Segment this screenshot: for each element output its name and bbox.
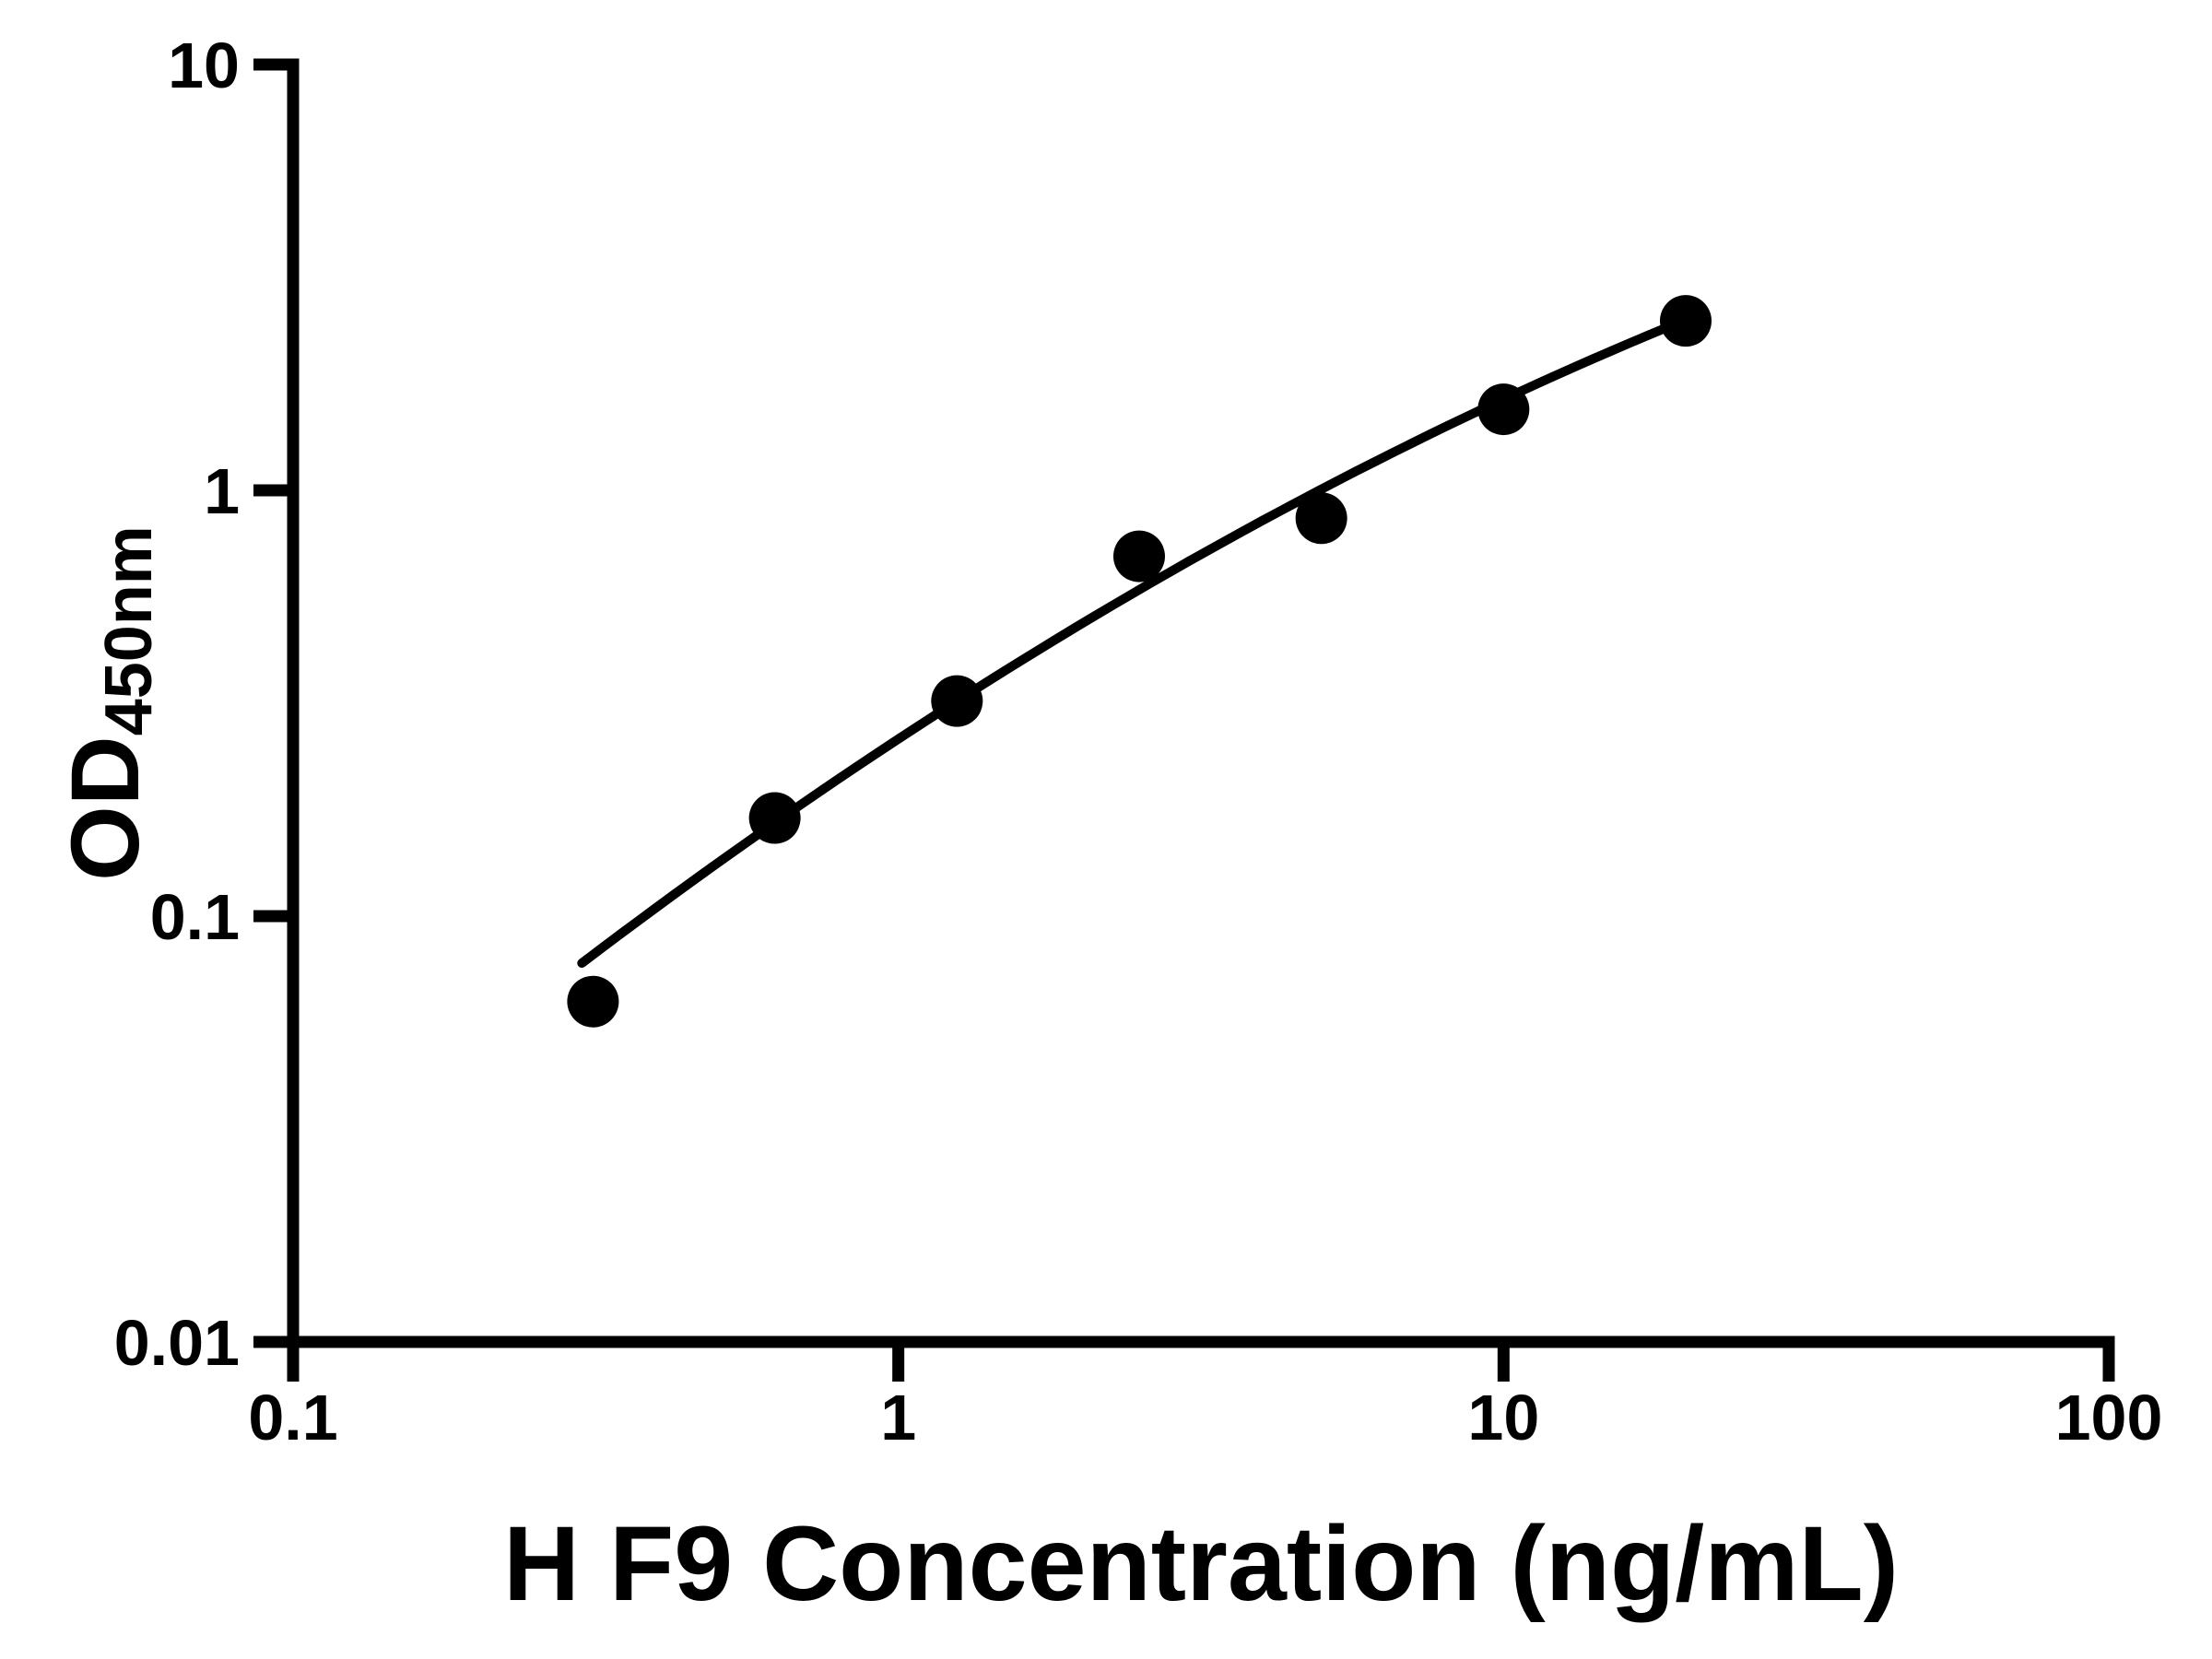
x-axis-title: H F9 Concentration (ng/mL) — [503, 1505, 1899, 1623]
data-point — [1660, 295, 1712, 347]
y-tick-label: 10 — [168, 29, 240, 101]
x-tick-label: 10 — [1467, 1382, 1539, 1453]
data-point — [1295, 492, 1347, 545]
x-tick-label: 1 — [880, 1382, 916, 1453]
data-point — [748, 792, 801, 844]
y-tick-label: 1 — [204, 455, 240, 527]
y-tick-label: 0.01 — [114, 1307, 240, 1379]
y-tick-label: 0.1 — [150, 881, 240, 953]
y-axis-title: OD450nm — [52, 525, 166, 881]
data-point — [1112, 530, 1165, 582]
data-point — [567, 975, 619, 1028]
y-axis-title-main: OD — [52, 735, 159, 881]
x-tick-label: 0.1 — [248, 1382, 337, 1453]
y-axis-title-subscript: 450nm — [92, 525, 166, 735]
data-point — [931, 675, 983, 727]
data-point — [1477, 383, 1530, 436]
x-tick-label: 100 — [2055, 1382, 2163, 1453]
